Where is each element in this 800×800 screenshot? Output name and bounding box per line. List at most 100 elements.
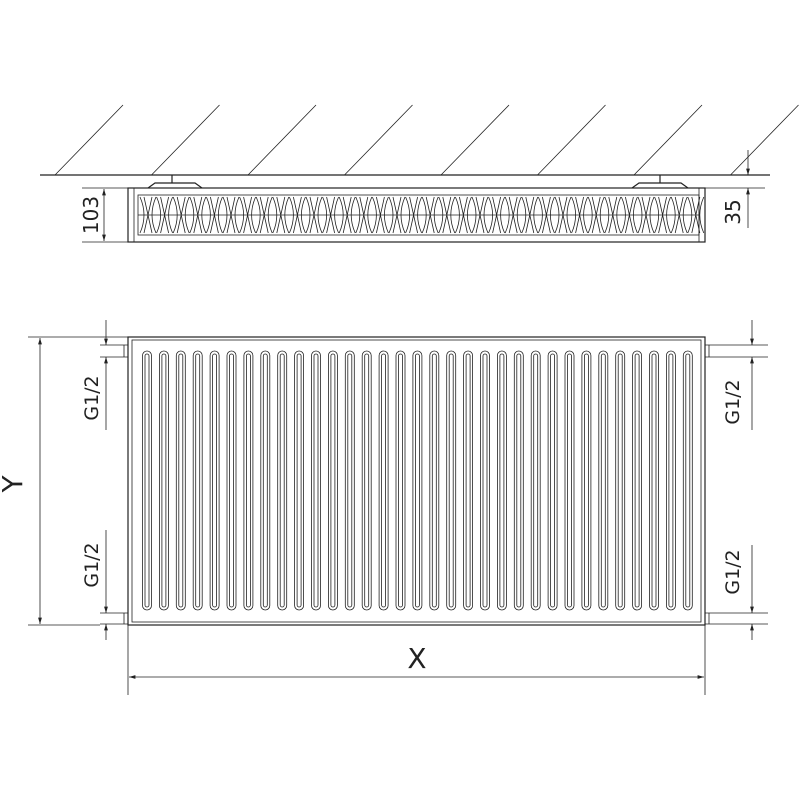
fin-inner bbox=[431, 353, 437, 608]
fin-inner bbox=[651, 353, 657, 608]
fin bbox=[243, 350, 254, 611]
connection-label-top-right: G1/2 bbox=[722, 379, 744, 424]
fin-inner bbox=[499, 353, 505, 608]
fin bbox=[446, 350, 457, 611]
fin bbox=[226, 350, 237, 611]
fin bbox=[615, 350, 626, 611]
radiator-top-view bbox=[127, 175, 706, 243]
radiator-top-body bbox=[127, 187, 706, 243]
fin-inner bbox=[685, 353, 691, 608]
fin bbox=[142, 350, 152, 611]
hatch-line bbox=[151, 104, 220, 176]
fin bbox=[564, 350, 575, 611]
height-dimension: Y bbox=[0, 336, 128, 626]
fin-inner bbox=[313, 353, 319, 608]
fin-inner bbox=[330, 353, 336, 608]
fin-inner bbox=[279, 353, 285, 608]
fin bbox=[530, 350, 541, 611]
fin bbox=[682, 350, 693, 611]
fin bbox=[666, 350, 676, 611]
fin bbox=[649, 350, 659, 611]
fin bbox=[277, 350, 288, 611]
fin bbox=[632, 350, 642, 611]
fin bbox=[581, 350, 592, 611]
hatch-line bbox=[344, 104, 413, 176]
fin-inner bbox=[229, 353, 234, 608]
hatch-line bbox=[537, 104, 606, 176]
width-dimension: X bbox=[127, 625, 706, 695]
connection-dimensions-right: G1/2 G1/2 bbox=[722, 320, 754, 640]
wall-distance-label: 35 bbox=[721, 199, 745, 224]
hatch-line bbox=[54, 104, 124, 176]
convector-fins-top bbox=[137, 194, 705, 236]
fin bbox=[547, 350, 558, 611]
fin-inner bbox=[516, 353, 522, 608]
height-label: Y bbox=[0, 475, 29, 494]
fin-inner bbox=[533, 353, 539, 608]
connection-dimensions-left: G1/2 G1/2 bbox=[81, 320, 108, 640]
hatch-line bbox=[633, 104, 703, 176]
bracket-right bbox=[631, 182, 689, 189]
fin-inner bbox=[144, 353, 150, 608]
fin-inner bbox=[550, 353, 555, 608]
fin-inner bbox=[617, 353, 623, 608]
hatch-line bbox=[440, 104, 510, 176]
fin-inner bbox=[347, 353, 353, 608]
connection-label-bottom-left: G1/2 bbox=[81, 542, 103, 587]
fin bbox=[361, 350, 372, 611]
fin bbox=[311, 350, 321, 611]
fin bbox=[513, 350, 524, 611]
fin bbox=[598, 350, 609, 611]
fin bbox=[344, 350, 355, 611]
depth-label: 103 bbox=[79, 196, 103, 234]
wall-distance-dimension: 35 bbox=[705, 150, 765, 228]
fin-inner bbox=[245, 353, 251, 608]
fin-inner bbox=[482, 353, 488, 608]
fin bbox=[496, 350, 507, 611]
fin-inner bbox=[414, 353, 420, 608]
fin bbox=[260, 350, 271, 611]
fin bbox=[395, 350, 406, 611]
fin-inner bbox=[600, 353, 606, 608]
fin-inner bbox=[195, 353, 201, 608]
panel-fins bbox=[142, 350, 693, 611]
fin-inner bbox=[634, 353, 640, 608]
fin bbox=[192, 350, 203, 611]
fin-inner bbox=[668, 353, 674, 608]
fin-inner bbox=[262, 353, 268, 608]
bracket-left bbox=[147, 182, 203, 189]
width-label: X bbox=[407, 642, 426, 675]
wall-hatching bbox=[54, 104, 799, 176]
fin-inner bbox=[465, 353, 471, 608]
hatch-line bbox=[247, 104, 317, 176]
fin-inner bbox=[381, 353, 387, 608]
fin bbox=[378, 350, 389, 611]
fin bbox=[429, 350, 440, 611]
fin-inner bbox=[448, 353, 454, 608]
connection-label-top-left: G1/2 bbox=[81, 375, 103, 420]
depth-dimension: 103 bbox=[79, 187, 128, 243]
fin bbox=[209, 350, 220, 611]
fin bbox=[480, 350, 490, 611]
fin bbox=[463, 350, 474, 611]
fin bbox=[327, 350, 338, 611]
fin bbox=[175, 350, 186, 611]
fin-inner bbox=[212, 353, 218, 608]
connection-label-bottom-right: G1/2 bbox=[722, 549, 744, 594]
fin bbox=[412, 350, 423, 611]
fin-inner bbox=[296, 353, 302, 608]
connection-pipes bbox=[100, 344, 768, 625]
fin-inner bbox=[584, 353, 589, 608]
fin-inner bbox=[178, 353, 184, 608]
fin-inner bbox=[398, 353, 403, 608]
radiator-front-view bbox=[100, 336, 768, 626]
hatch-line bbox=[730, 104, 799, 176]
fin bbox=[294, 350, 305, 611]
radiator-front-body bbox=[127, 336, 706, 626]
wall bbox=[40, 104, 799, 176]
fin-inner bbox=[161, 353, 167, 608]
fin-inner bbox=[364, 353, 370, 608]
fin bbox=[158, 350, 169, 611]
fin-inner bbox=[567, 353, 572, 608]
